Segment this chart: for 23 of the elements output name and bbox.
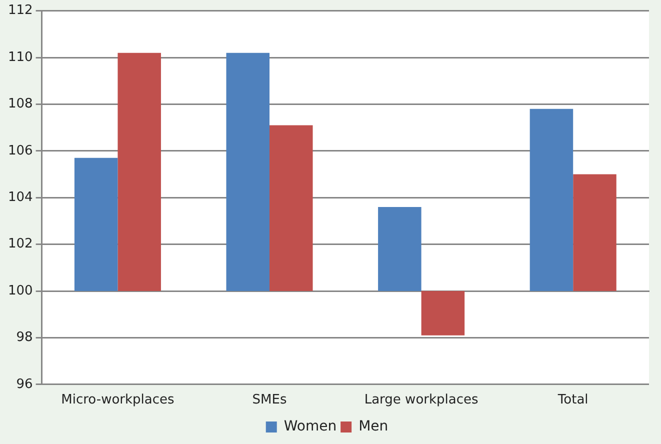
bar: [421, 291, 465, 336]
bar: [118, 52, 161, 291]
bar: [74, 158, 118, 291]
legend-label: Men: [358, 418, 388, 435]
bar: [573, 174, 616, 291]
legend-label: Women: [284, 418, 337, 435]
bar: [270, 125, 313, 291]
y-tick-label: 100: [8, 283, 33, 298]
y-tick-label: 98: [16, 330, 33, 346]
y-tick-label: 112: [8, 3, 33, 18]
bar: [378, 206, 422, 291]
y-tick-label: 108: [8, 96, 33, 112]
y-tick-label: 106: [8, 143, 33, 158]
x-tick-label: Micro-workplaces: [61, 392, 174, 408]
y-tick-label: 102: [8, 236, 33, 252]
bar: [530, 108, 574, 291]
y-tick-label: 110: [8, 50, 33, 65]
bar: [226, 52, 270, 291]
y-tick-label: 96: [16, 376, 33, 392]
y-tick-label: 104: [8, 190, 33, 205]
x-tick-label: Total: [556, 392, 588, 408]
x-tick-label: SMEs: [252, 392, 287, 408]
x-tick-label: Large workplaces: [364, 392, 478, 408]
